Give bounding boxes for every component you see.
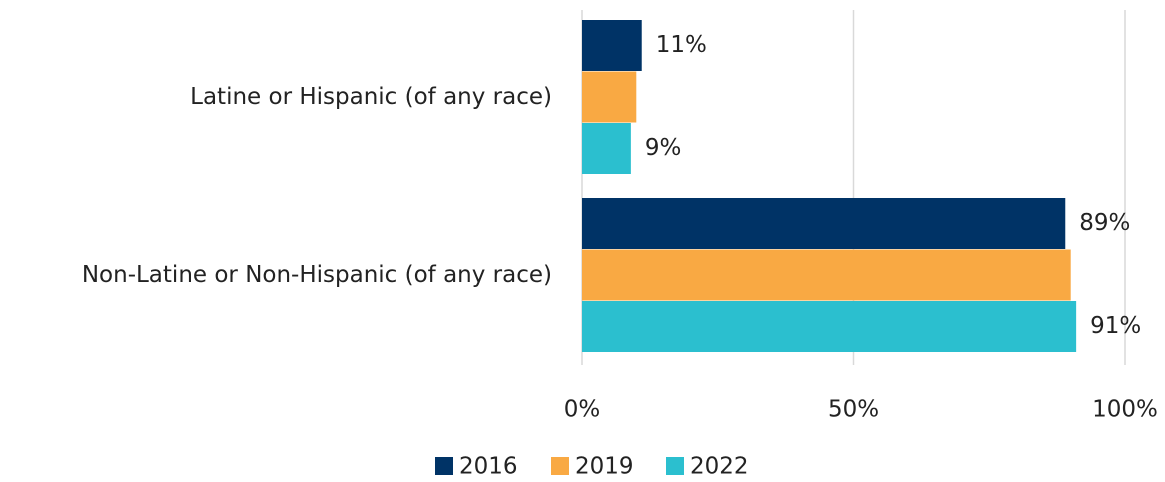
category-label: Latine or Hispanic (of any race)	[190, 84, 552, 110]
x-tick-label: 0%	[564, 397, 601, 423]
x-tick-label: 50%	[828, 397, 879, 423]
bar	[582, 198, 1066, 249]
legend-swatch	[666, 457, 684, 475]
data-label: 91%	[1090, 313, 1141, 339]
legend-label: 2019	[575, 454, 634, 480]
legend-swatch	[435, 457, 453, 475]
bar	[582, 71, 637, 123]
x-tick-label: 100%	[1092, 397, 1158, 423]
legend-swatch	[551, 457, 569, 475]
bar	[582, 249, 1071, 301]
category-label: Non-Latine or Non-Hispanic (of any race)	[82, 262, 552, 288]
data-label: 89%	[1079, 210, 1130, 236]
bar	[582, 301, 1077, 352]
data-label: 11%	[656, 32, 707, 58]
legend-label: 2022	[690, 454, 749, 480]
legend-label: 2016	[459, 454, 518, 480]
bar	[582, 20, 642, 71]
data-label: 9%	[645, 135, 682, 161]
bar	[582, 123, 631, 174]
